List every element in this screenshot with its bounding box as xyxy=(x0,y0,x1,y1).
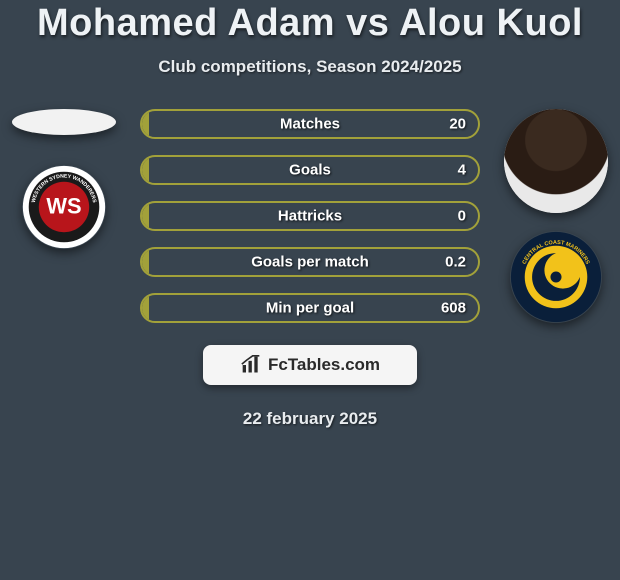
subtitle: Club competitions, Season 2024/2025 xyxy=(0,57,620,77)
stat-bar-value: 608 xyxy=(441,300,466,317)
stat-bar-label: Goals per match xyxy=(251,254,369,271)
stat-bar: Goals per match 0.2 xyxy=(140,247,480,277)
stat-bar-fill xyxy=(142,295,149,321)
stat-bar-fill xyxy=(142,203,149,229)
svg-text:WS: WS xyxy=(46,194,81,219)
wanderers-badge-icon: WS WESTERN SYDNEY WANDERERS xyxy=(22,165,106,249)
stat-bar: Goals 4 xyxy=(140,155,480,185)
stat-bar-fill xyxy=(142,249,149,275)
player-avatar-left xyxy=(12,109,116,135)
stat-bar-label: Hattricks xyxy=(278,208,342,225)
stat-bar: Min per goal 608 xyxy=(140,293,480,323)
stat-bar: Hattricks 0 xyxy=(140,201,480,231)
stat-bar-value: 4 xyxy=(458,162,466,179)
club-badge-right: CENTRAL COAST MARINERS xyxy=(510,231,602,323)
stat-bar-label: Min per goal xyxy=(266,300,354,317)
stat-bar-value: 0.2 xyxy=(445,254,466,271)
main-row: WS WESTERN SYDNEY WANDERERS Matches 20 Goa… xyxy=(0,109,620,323)
stat-bar-label: Matches xyxy=(280,116,340,133)
stat-bar-fill xyxy=(142,157,149,183)
chart-icon xyxy=(240,355,262,375)
stats-bars: Matches 20 Goals 4 Hattricks 0 Goals per match… xyxy=(140,109,480,323)
player-avatar-right xyxy=(504,109,608,213)
club-badge-left: WS WESTERN SYDNEY WANDERERS xyxy=(22,165,106,249)
stat-bar-value: 0 xyxy=(458,208,466,225)
stat-bar-value: 20 xyxy=(449,116,466,133)
watermark[interactable]: FcTables.com xyxy=(203,345,417,385)
mariners-badge-icon: CENTRAL COAST MARINERS xyxy=(510,231,602,323)
stat-bar: Matches 20 xyxy=(140,109,480,139)
comparison-card: Mohamed Adam vs Alou Kuol Club competiti… xyxy=(0,0,620,429)
stat-bar-label: Goals xyxy=(289,162,331,179)
player-face-icon xyxy=(504,109,608,213)
page-title: Mohamed Adam vs Alou Kuol xyxy=(0,2,620,45)
watermark-text: FcTables.com xyxy=(268,355,380,375)
stat-bar-fill xyxy=(142,111,149,137)
right-player-column: CENTRAL COAST MARINERS xyxy=(496,109,616,323)
left-player-column: WS WESTERN SYDNEY WANDERERS xyxy=(4,109,124,249)
date-label: 22 february 2025 xyxy=(0,409,620,429)
